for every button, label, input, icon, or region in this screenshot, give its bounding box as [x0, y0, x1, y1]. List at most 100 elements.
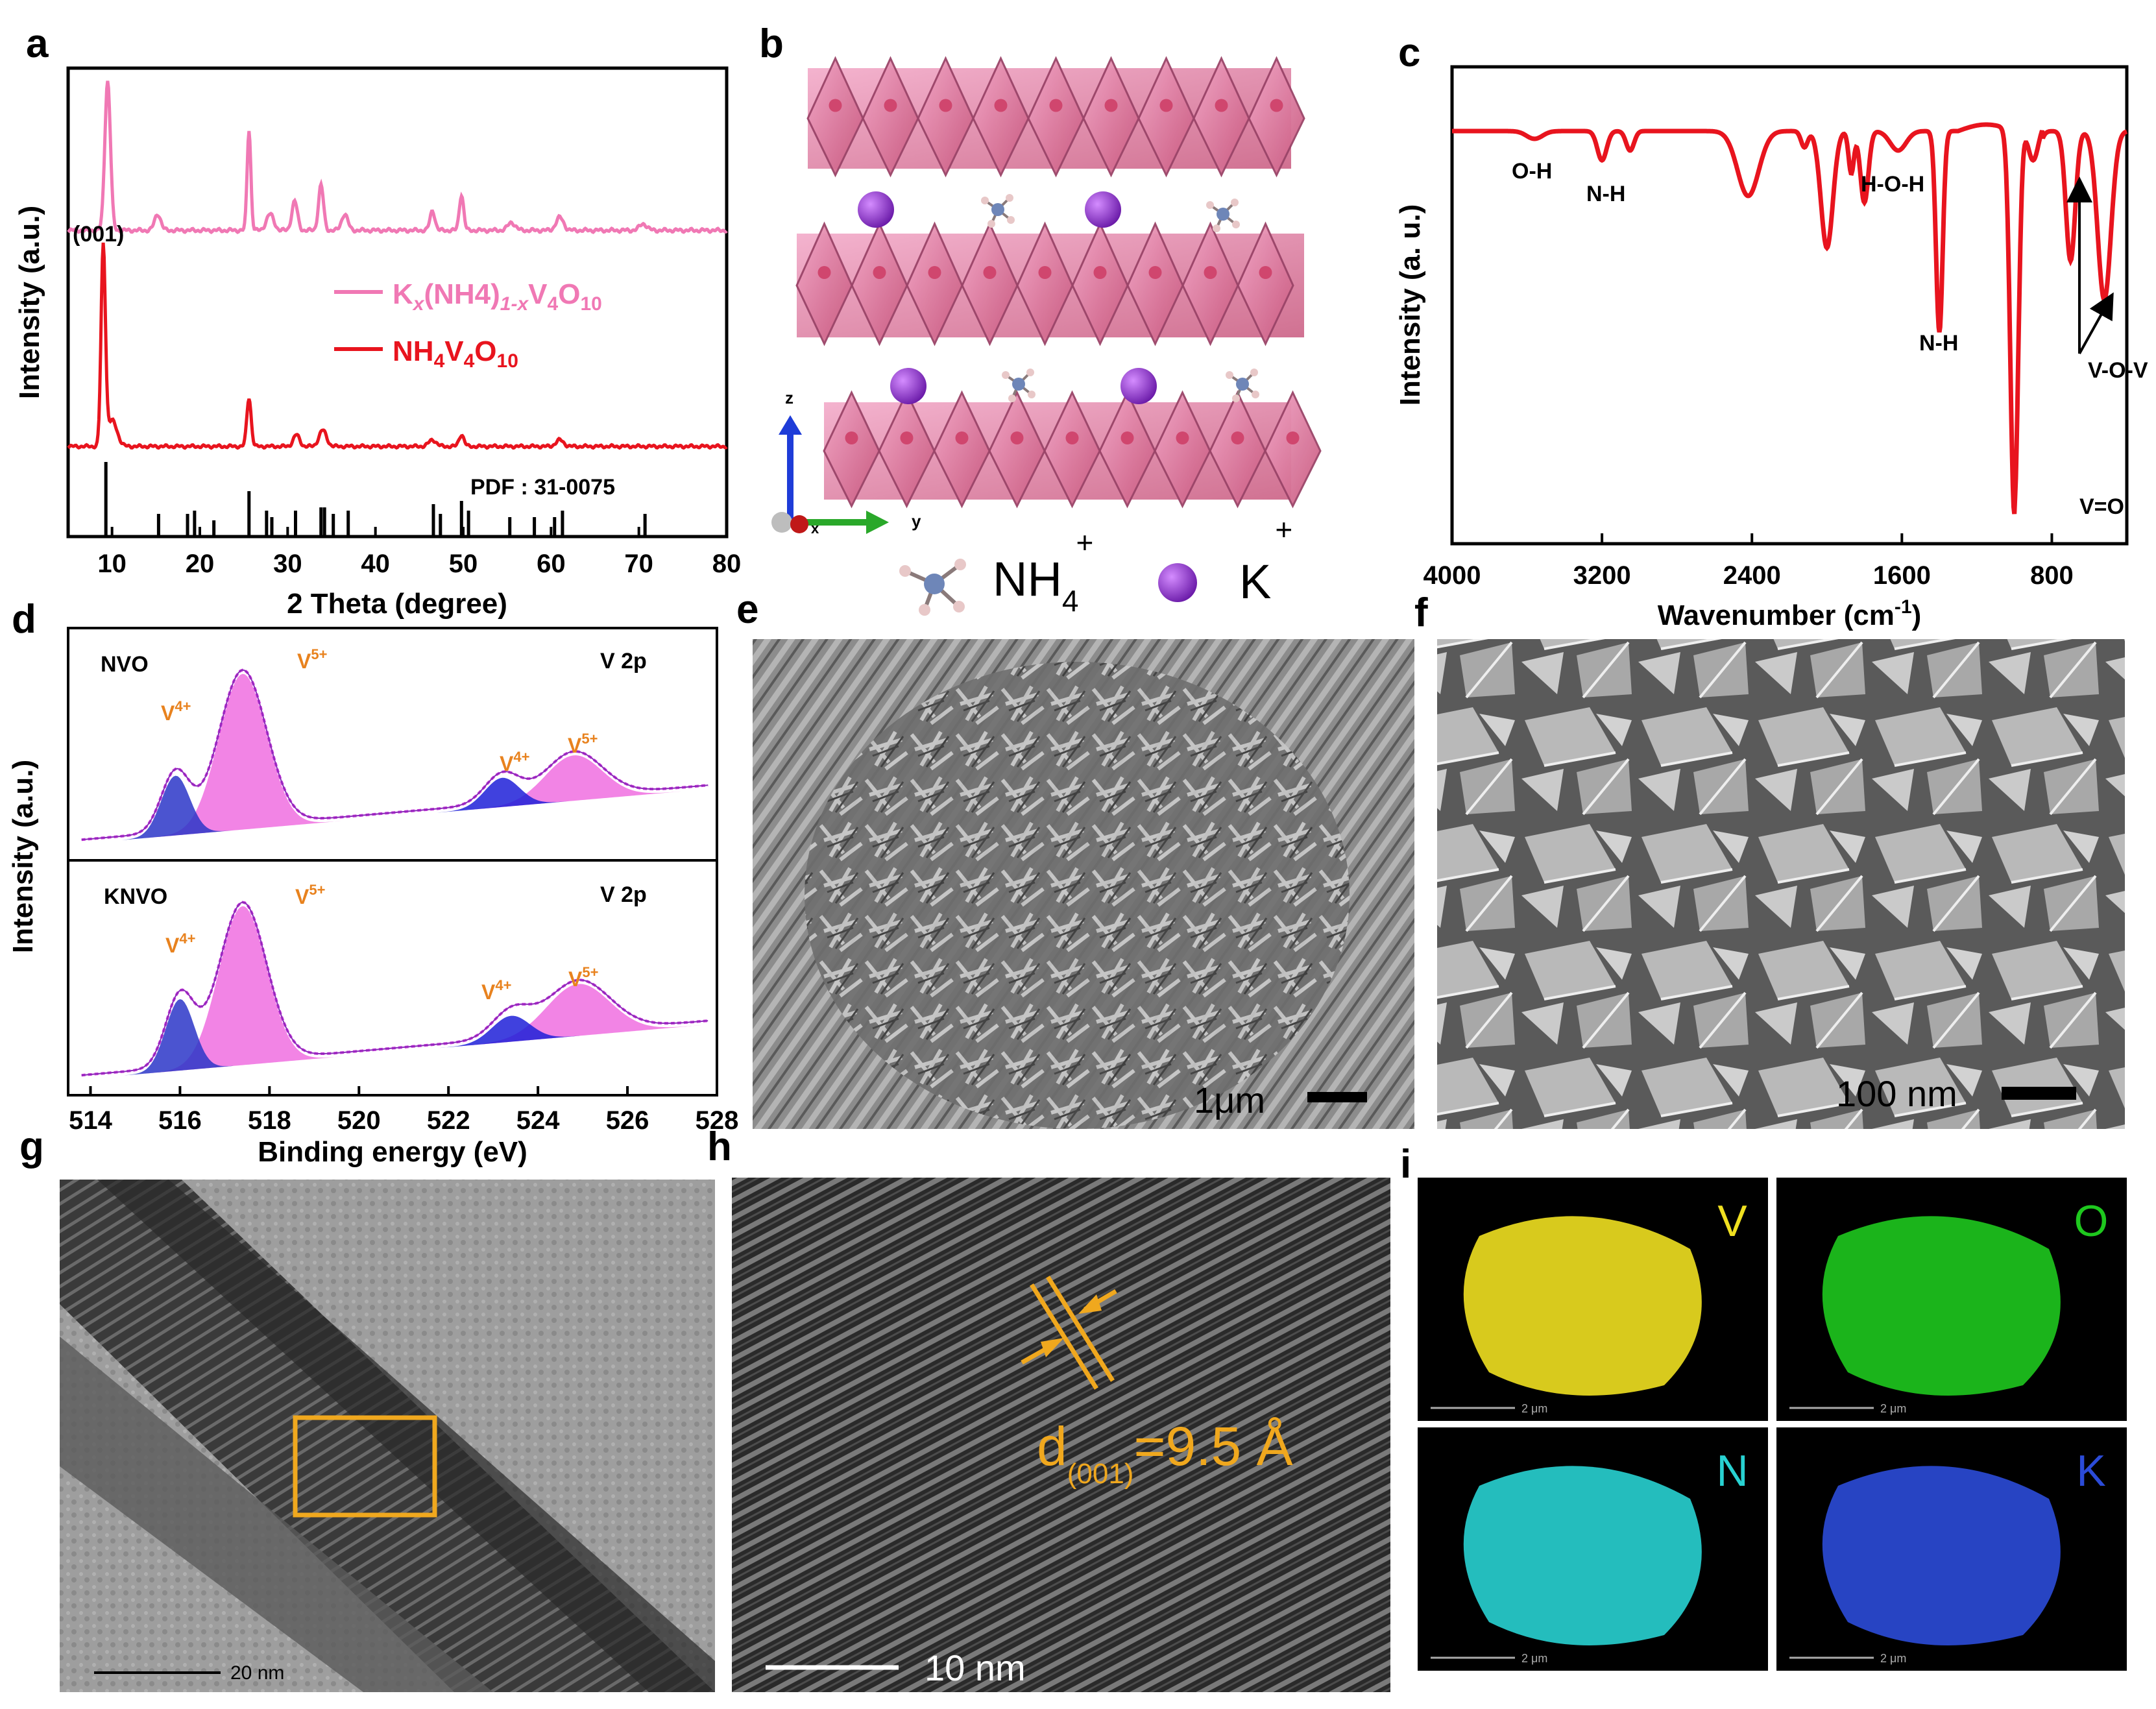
panel-d-ticks: 514 516 518 520 522 524 526 528 — [69, 1086, 738, 1135]
vo6-octahedron — [1043, 390, 1101, 509]
svg-text:x: x — [811, 520, 819, 537]
svg-text:V5+: V5+ — [297, 646, 327, 673]
sem-image-f — [1437, 639, 2125, 1129]
panel-d-xlabel: Binding energy (eV) — [258, 1136, 527, 1168]
vo6-octahedron — [1248, 56, 1305, 178]
nh4-ion — [1236, 378, 1249, 391]
k-ion — [890, 368, 927, 404]
hrtem-scale-label: 10 nm — [925, 1647, 1026, 1688]
d-tick-label: 518 — [248, 1106, 291, 1135]
vanadium-atom — [1159, 99, 1173, 112]
d-tick-label: 524 — [516, 1106, 560, 1135]
v4-2p32-component — [81, 775, 709, 844]
vo6-octahedron — [1082, 56, 1140, 178]
h-atom — [1231, 199, 1239, 206]
v4-2p32-component — [81, 999, 709, 1080]
vo6-octahedron — [1264, 390, 1322, 509]
panel-c-ticks: 4000 3200 2400 1600 800 — [1423, 533, 2074, 590]
svg-text:V4+: V4+ — [161, 698, 191, 725]
h-atom — [1002, 371, 1010, 379]
vanadium-atom — [1049, 99, 1063, 112]
eds-element-label: V — [1717, 1196, 1747, 1246]
eds-scale-label: 2 μm — [1521, 1402, 1547, 1415]
h-atom — [1008, 394, 1016, 402]
h-atom — [1006, 194, 1013, 202]
pdf-reference-sticks — [104, 462, 647, 537]
nh4-legend-icon — [899, 559, 966, 616]
oh-annotation: O-H — [1512, 159, 1552, 184]
panel-letter-e: e — [736, 587, 758, 632]
vanadium-atom — [1231, 431, 1244, 444]
vanadium-atom — [1120, 431, 1134, 444]
d-tick-label: 516 — [158, 1106, 202, 1135]
nvo-core-label: V 2p — [600, 649, 647, 673]
nh-annotation-1: N-H — [1586, 182, 1625, 206]
vanadium-atom — [994, 99, 1008, 112]
vanadium-atom — [1104, 99, 1118, 112]
pdf-card-label: PDF : 31-0075 — [470, 475, 615, 500]
h-atom — [1226, 371, 1233, 379]
eds-scale-label: 2 μm — [1880, 1402, 1906, 1415]
hrtem-region-box — [293, 1415, 437, 1518]
vanadium-atom — [939, 99, 952, 112]
crystal-structure-layers — [795, 56, 1322, 509]
vanadium-atom — [829, 99, 842, 112]
eds-o-distribution — [1822, 1216, 2061, 1396]
vanadium-atom — [900, 431, 914, 444]
v5-2p12-component — [81, 984, 709, 1080]
svg-text:z: z — [785, 388, 793, 407]
vanadium-atom — [1038, 266, 1052, 279]
nh4-ion — [1012, 378, 1025, 391]
d-tick-label: 522 — [427, 1106, 470, 1135]
nh4-legend-label: NH4+ — [993, 526, 1093, 618]
vanadium-atom — [955, 431, 969, 444]
panel-letter-b: b — [759, 21, 784, 66]
lattice-fringe-marker — [1021, 1276, 1117, 1390]
vo6-octahedron — [878, 390, 936, 509]
h-atom — [1007, 216, 1015, 224]
h-atom — [981, 197, 989, 204]
h-atom — [1206, 201, 1214, 209]
panel-letter-g: g — [19, 1124, 44, 1169]
nvo-sample-label: NVO — [101, 652, 149, 677]
vo6-octahedron — [1237, 221, 1294, 346]
d-spacing-label: d(001)=9.5 Å — [1037, 1416, 1293, 1490]
vo6-octahedron — [1027, 56, 1085, 178]
panel-letter-f: f — [1414, 590, 1428, 635]
k-ion — [858, 191, 894, 228]
vov-arrow-right — [2078, 292, 2114, 354]
vanadium-atom — [983, 266, 997, 279]
vo6-octahedron — [917, 56, 975, 178]
eds-element-maps: V 2 μm O 2 μm N 2 μm K 2 μm — [1418, 1178, 2127, 1671]
vanadium-atom — [1270, 99, 1283, 112]
k-ion — [1120, 368, 1157, 404]
d-tick-label: 526 — [606, 1106, 649, 1135]
panel-letter-c: c — [1398, 30, 1420, 75]
svg-text:y: y — [912, 511, 921, 531]
h-atom — [1026, 369, 1034, 376]
sem-e-scale-bar — [1307, 1092, 1367, 1102]
vanadium-atom — [1259, 266, 1272, 279]
panel-letter-d: d — [12, 597, 36, 642]
coordinate-axes: z y x — [771, 388, 921, 537]
k-legend-label: K+ — [1239, 513, 1292, 609]
vo6-octahedron — [1193, 56, 1250, 178]
vo6-octahedron — [1098, 390, 1156, 509]
panel-d-bottom-frame — [67, 859, 718, 1097]
vanadium-atom — [1065, 431, 1079, 444]
eds-n-distribution — [1463, 1466, 1702, 1645]
a-tick-label: 50 — [449, 550, 478, 578]
v5-2p32-component — [81, 673, 709, 844]
nvo-xps-fit — [81, 668, 709, 844]
knvo-xrd-curve — [67, 80, 728, 235]
sem-f-scale-label: 100 nm — [1836, 1073, 1957, 1114]
eds-k-distribution — [1822, 1466, 2061, 1645]
nh-annotation-2: N-H — [1919, 331, 1958, 356]
panel-a-frame — [66, 66, 729, 539]
nh4-ion — [991, 203, 1004, 216]
a-tick-label: 60 — [537, 550, 566, 578]
a-tick-label: 40 — [361, 550, 390, 578]
vo6-octahedron — [1126, 221, 1184, 346]
eds-element-label: N — [1716, 1446, 1748, 1496]
